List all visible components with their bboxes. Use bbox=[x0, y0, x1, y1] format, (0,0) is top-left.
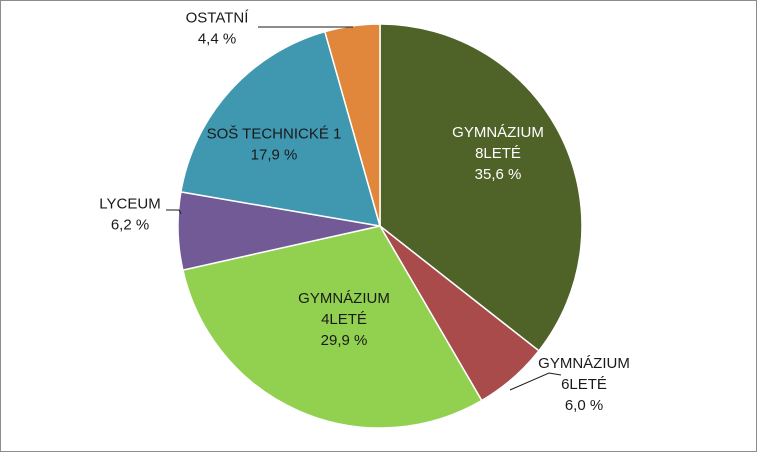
data-label-category-0: GYMNÁZIUM bbox=[452, 124, 544, 141]
data-labels: GYMNÁZIUM 8LETÉ 35,6 % GYMNÁZIUM 6LETÉ 6,0 % G… bbox=[99, 10, 630, 415]
data-label-category-1: 6LETÉ bbox=[561, 376, 607, 393]
data-label-value-3: 6,2 % bbox=[111, 217, 149, 234]
data-label-category-5: OSTATNÍ bbox=[186, 10, 250, 27]
pie-slice-2 bbox=[181, 225, 483, 429]
data-label-value-4: 17,9 % bbox=[251, 147, 298, 164]
pie-slice-5 bbox=[323, 23, 381, 227]
data-label-value-0: 35,6 % bbox=[475, 166, 522, 183]
data-label-category-2: 4LETÉ bbox=[321, 311, 367, 328]
leader-line-1 bbox=[509, 372, 562, 391]
pie-slice-4 bbox=[180, 30, 382, 227]
data-label-category-0: 8LETÉ bbox=[475, 145, 521, 162]
pie-slice-0 bbox=[379, 23, 583, 352]
data-label-category-4: SOŠ TECHNICKÉ 1 bbox=[207, 126, 342, 143]
data-label-category-1: GYMNÁZIUM bbox=[538, 355, 630, 372]
pie-slices bbox=[177, 23, 583, 429]
data-label-category-2: GYMNÁZIUM bbox=[298, 290, 390, 307]
data-label-value-5: 4,4 % bbox=[198, 31, 236, 48]
data-label-value-2: 29,9 % bbox=[321, 332, 368, 349]
leader-line-3 bbox=[166, 209, 182, 215]
data-label-value-1: 6,0 % bbox=[565, 397, 603, 414]
data-label-category-3: LYCEUM bbox=[99, 196, 160, 213]
leader-lines bbox=[166, 26, 562, 391]
